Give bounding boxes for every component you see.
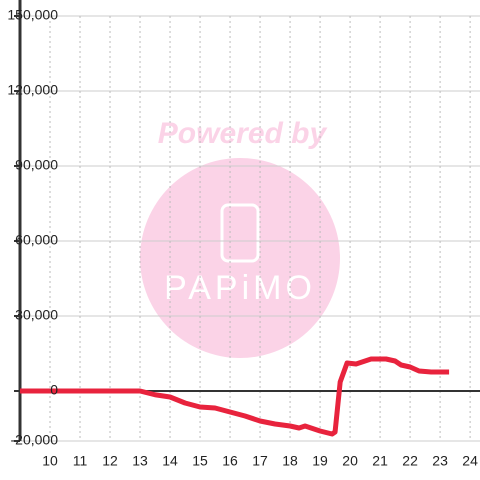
watermark-title: Powered by	[158, 117, 328, 150]
y-tick-label: -20,000	[11, 432, 59, 448]
x-tick-label: 15	[192, 453, 208, 469]
x-tick-label: 13	[132, 453, 148, 469]
x-tick-label: 23	[432, 453, 448, 469]
x-tick-label: 18	[282, 453, 298, 469]
x-tick-label: 16	[222, 453, 238, 469]
x-tick-label: 17	[252, 453, 268, 469]
x-tick-label: 20	[342, 453, 358, 469]
y-tick-label: 60,000	[15, 232, 58, 248]
x-tick-label: 11	[73, 453, 88, 469]
watermark-logo: PAPiMO	[164, 269, 316, 307]
y-tick-label: 0	[50, 382, 58, 398]
y-tick-label: 150,000	[7, 7, 58, 23]
y-tick-label: 120,000	[7, 82, 58, 98]
x-tick-label: 24	[462, 453, 478, 469]
watermark-circle	[140, 158, 340, 358]
labels: -20,000 0 30,000 60,000 90,000 120,000 150,000…	[7, 7, 478, 469]
line	[20, 356, 450, 437]
y-tick-label: 90,000	[15, 157, 58, 173]
x-tick-label: 12	[102, 453, 118, 469]
x-tick-label: 21	[372, 453, 388, 469]
x-tick-label: 22	[402, 453, 418, 469]
x-tick-label: 10	[42, 453, 58, 469]
x-tick-label: 14	[162, 453, 178, 469]
x-tick-label: 19	[312, 453, 328, 469]
y-tick-label: 30,000	[15, 307, 58, 323]
watermark-phone	[220, 203, 260, 263]
plot	[20, 356, 450, 437]
